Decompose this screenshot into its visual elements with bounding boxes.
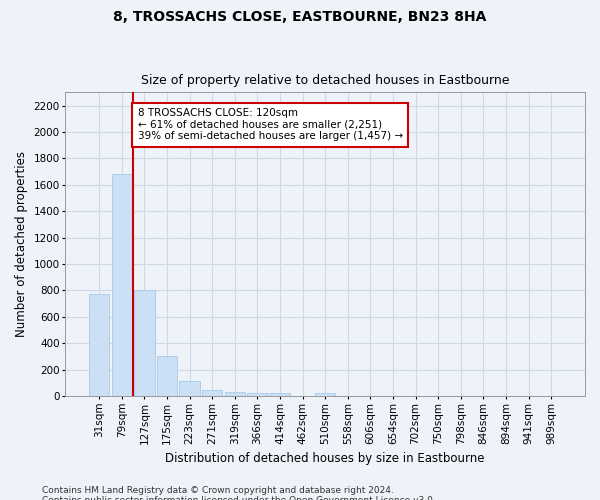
Bar xyxy=(270,393,290,396)
Bar xyxy=(202,390,223,396)
Text: Contains HM Land Registry data © Crown copyright and database right 2024.: Contains HM Land Registry data © Crown c… xyxy=(42,486,394,495)
Bar xyxy=(112,174,132,396)
Bar xyxy=(157,356,177,396)
Bar xyxy=(247,393,268,396)
Bar xyxy=(315,394,335,396)
Text: 8, TROSSACHS CLOSE, EASTBOURNE, BN23 8HA: 8, TROSSACHS CLOSE, EASTBOURNE, BN23 8HA xyxy=(113,10,487,24)
Text: 8 TROSSACHS CLOSE: 120sqm
← 61% of detached houses are smaller (2,251)
39% of se: 8 TROSSACHS CLOSE: 120sqm ← 61% of detac… xyxy=(137,108,403,142)
Bar xyxy=(179,382,200,396)
Y-axis label: Number of detached properties: Number of detached properties xyxy=(15,151,28,337)
Bar xyxy=(134,290,155,396)
X-axis label: Distribution of detached houses by size in Eastbourne: Distribution of detached houses by size … xyxy=(166,452,485,465)
Bar xyxy=(224,392,245,396)
Title: Size of property relative to detached houses in Eastbourne: Size of property relative to detached ho… xyxy=(141,74,509,87)
Bar xyxy=(89,294,109,396)
Text: Contains public sector information licensed under the Open Government Licence v3: Contains public sector information licen… xyxy=(42,496,436,500)
